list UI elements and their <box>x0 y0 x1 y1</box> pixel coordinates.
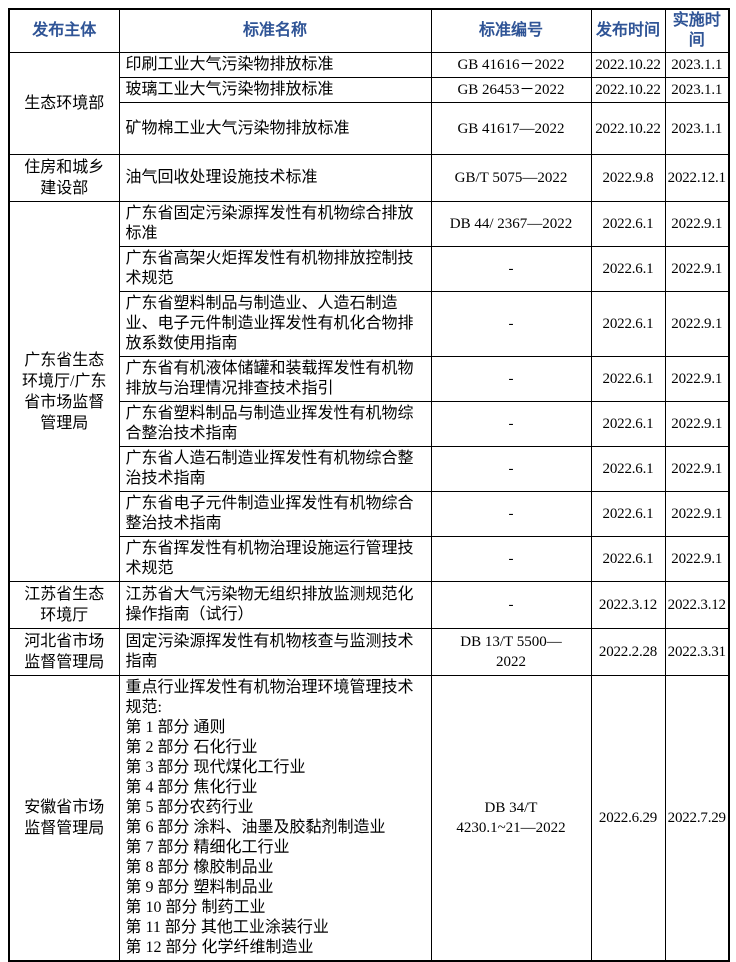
issue-date-cell: 2022.6.1 <box>590 356 666 402</box>
column-header-3: 发布时间 <box>590 8 666 53</box>
publisher-cell: 河北省市场监督管理局 <box>8 628 120 676</box>
effective-date-cell: 2023.1.1 <box>664 77 730 103</box>
issue-date-cell: 2022.6.1 <box>590 246 666 292</box>
standard-code-cell: - <box>430 446 592 492</box>
standard-name-cell: 油气回收处理设施技术标准 <box>118 154 432 202</box>
column-header-1: 标准名称 <box>118 8 432 53</box>
effective-date-cell: 2022.9.1 <box>664 401 730 447</box>
standard-code-cell: GB 26453－2022 <box>430 77 592 103</box>
standard-code-cell: GB 41616－2022 <box>430 52 592 78</box>
effective-date-cell: 2022.9.1 <box>664 356 730 402</box>
standard-code-cell: - <box>430 356 592 402</box>
issue-date-cell: 2022.9.8 <box>590 154 666 202</box>
column-header-0: 发布主体 <box>8 8 120 53</box>
effective-date-cell: 2022.7.29 <box>664 675 730 962</box>
issue-date-cell: 2022.6.29 <box>590 675 666 962</box>
effective-date-cell: 2022.9.1 <box>664 291 730 357</box>
table-row: 安徽省市场监督管理局 重点行业挥发性有机物治理环境管理技术规范: 第 1 部分 通… <box>8 675 730 962</box>
standard-name-cell: 广东省塑料制品与制造业挥发性有机物综合整治技术指南 <box>118 401 432 447</box>
standard-name-cell: 矿物棉工业大气污染物排放标准 <box>118 102 432 155</box>
effective-date-cell: 2022.9.1 <box>664 201 730 247</box>
table-body: 生态环境部 印刷工业大气污染物排放标准 GB 41616－2022 2022.10.2… <box>8 52 730 962</box>
standard-name-cell: 玻璃工业大气污染物排放标准 <box>118 77 432 103</box>
standards-table: 发布主体 标准名称 标准编号 发布时间 实施时间 生态环境部 印刷工业大气污染物排放标准 G… <box>8 8 730 962</box>
standard-code-cell: GB 41617—2022 <box>430 102 592 155</box>
standard-name-cell: 印刷工业大气污染物排放标准 <box>118 52 432 78</box>
table-row: 住房和城乡建设部 油气回收处理设施技术标准 GB/T 5075—2022 2022.9… <box>8 154 730 202</box>
standard-name-cell: 广东省固定污染源挥发性有机物综合排放标准 <box>118 201 432 247</box>
standard-name-cell: 固定污染源挥发性有机物核查与监测技术指南 <box>118 628 432 676</box>
standard-code-cell: GB/T 5075—2022 <box>430 154 592 202</box>
table-row: 广东省人造石制造业挥发性有机物综合整治技术指南 -2022.6.1 2022.9.1 <box>9 446 730 492</box>
issue-date-cell: 2022.6.1 <box>590 401 666 447</box>
standard-code-cell: DB 44/ 2367—2022 <box>430 201 592 247</box>
standard-name-cell: 广东省有机液体储罐和装载挥发性有机物排放与治理情况排查技术指引 <box>118 356 432 402</box>
issue-date-cell: 2022.6.1 <box>590 536 666 582</box>
effective-date-cell: 2022.9.1 <box>664 446 730 492</box>
effective-date-cell: 2022.9.1 <box>664 491 730 537</box>
table-row: 广东省塑料制品与制造业、人造石制造业、电子元件制造业挥发性有机化合物排放系数使用… <box>9 291 730 357</box>
issue-date-cell: 2022.2.28 <box>590 628 666 676</box>
standard-name-cell: 广东省人造石制造业挥发性有机物综合整治技术指南 <box>118 446 432 492</box>
standard-name-cell: 广东省挥发性有机物治理设施运行管理技术规范 <box>118 536 432 582</box>
standard-code-cell: - <box>430 291 592 357</box>
standard-code-cell: DB 13/T 5500— 2022 <box>430 628 592 676</box>
column-header-2: 标准编号 <box>430 8 592 53</box>
table-row: 广东省高架火炬挥发性有机物排放控制技术规范 -2022.6.1 2022.9.1 <box>9 246 730 292</box>
standard-code-cell: - <box>430 536 592 582</box>
standard-name-cell: 江苏省大气污染物无组织排放监测规范化操作指南（试行） <box>118 581 432 629</box>
publisher-cell: 住房和城乡建设部 <box>8 154 120 202</box>
effective-date-cell: 2022.9.1 <box>664 246 730 292</box>
publisher-cell: 生态环境部 <box>8 52 120 155</box>
table-row: 玻璃工业大气污染物排放标准 GB 26453－2022 2022.10.22 2023… <box>9 77 730 103</box>
standard-code-cell: - <box>430 401 592 447</box>
table-row: 河北省市场监督管理局 固定污染源挥发性有机物核查与监测技术指南 DB 13/T 55… <box>8 628 730 676</box>
effective-date-cell: 2023.1.1 <box>664 52 730 78</box>
standard-name-cell: 广东省电子元件制造业挥发性有机物综合整治技术指南 <box>118 491 432 537</box>
table-row: 广东省塑料制品与制造业挥发性有机物综合整治技术指南 -2022.6.1 2022.9… <box>9 401 730 447</box>
issue-date-cell: 2022.6.1 <box>590 201 666 247</box>
header-row: 发布主体 标准名称 标准编号 发布时间 实施时间 <box>8 8 730 53</box>
publisher-cell: 安徽省市场监督管理局 <box>8 675 120 962</box>
table-row: 矿物棉工业大气污染物排放标准 GB 41617—2022 2022.10.22 202… <box>9 102 730 155</box>
issue-date-cell: 2022.3.12 <box>590 581 666 629</box>
publisher-cell: 广东省生态环境厅/广东省市场监督管理局 <box>8 201 120 582</box>
issue-date-cell: 2022.6.1 <box>590 446 666 492</box>
standard-code-cell: - <box>430 491 592 537</box>
effective-date-cell: 2022.3.12 <box>664 581 730 629</box>
table-row: 广东省挥发性有机物治理设施运行管理技术规范 -2022.6.1 2022.9.1 <box>9 536 730 582</box>
effective-date-cell: 2022.12.1 <box>664 154 730 202</box>
issue-date-cell: 2022.10.22 <box>590 52 666 78</box>
issue-date-cell: 2022.6.1 <box>590 291 666 357</box>
table-row: 生态环境部 印刷工业大气污染物排放标准 GB 41616－2022 2022.10.2… <box>8 52 730 155</box>
effective-date-cell: 2022.9.1 <box>664 536 730 582</box>
standard-name-cell: 广东省塑料制品与制造业、人造石制造业、电子元件制造业挥发性有机化合物排放系数使用… <box>118 291 432 357</box>
issue-date-cell: 2022.6.1 <box>590 491 666 537</box>
issue-date-cell: 2022.10.22 <box>590 102 666 155</box>
issue-date-cell: 2022.10.22 <box>590 77 666 103</box>
standard-code-cell: DB 34/T 4230.1~21—2022 <box>430 675 592 962</box>
publisher-cell: 江苏省生态环境厅 <box>8 581 120 629</box>
column-header-4: 实施时间 <box>664 8 730 53</box>
effective-date-cell: 2023.1.1 <box>664 102 730 155</box>
table-row: 江苏省生态环境厅 江苏省大气污染物无组织排放监测规范化操作指南（试行） -2022.… <box>8 581 730 629</box>
standard-code-cell: - <box>430 581 592 629</box>
table-row: 广东省生态环境厅/广东省市场监督管理局 广东省固定污染源挥发性有机物综合排放标准 D… <box>8 201 730 582</box>
table-row: 广东省有机液体储罐和装载挥发性有机物排放与治理情况排查技术指引 -2022.6.1… <box>9 356 730 402</box>
standard-code-cell: - <box>430 246 592 292</box>
effective-date-cell: 2022.3.31 <box>664 628 730 676</box>
standard-name-cell: 重点行业挥发性有机物治理环境管理技术规范: 第 1 部分 通则 第 2 部分 石… <box>118 675 432 962</box>
standard-name-cell: 广东省高架火炬挥发性有机物排放控制技术规范 <box>118 246 432 292</box>
